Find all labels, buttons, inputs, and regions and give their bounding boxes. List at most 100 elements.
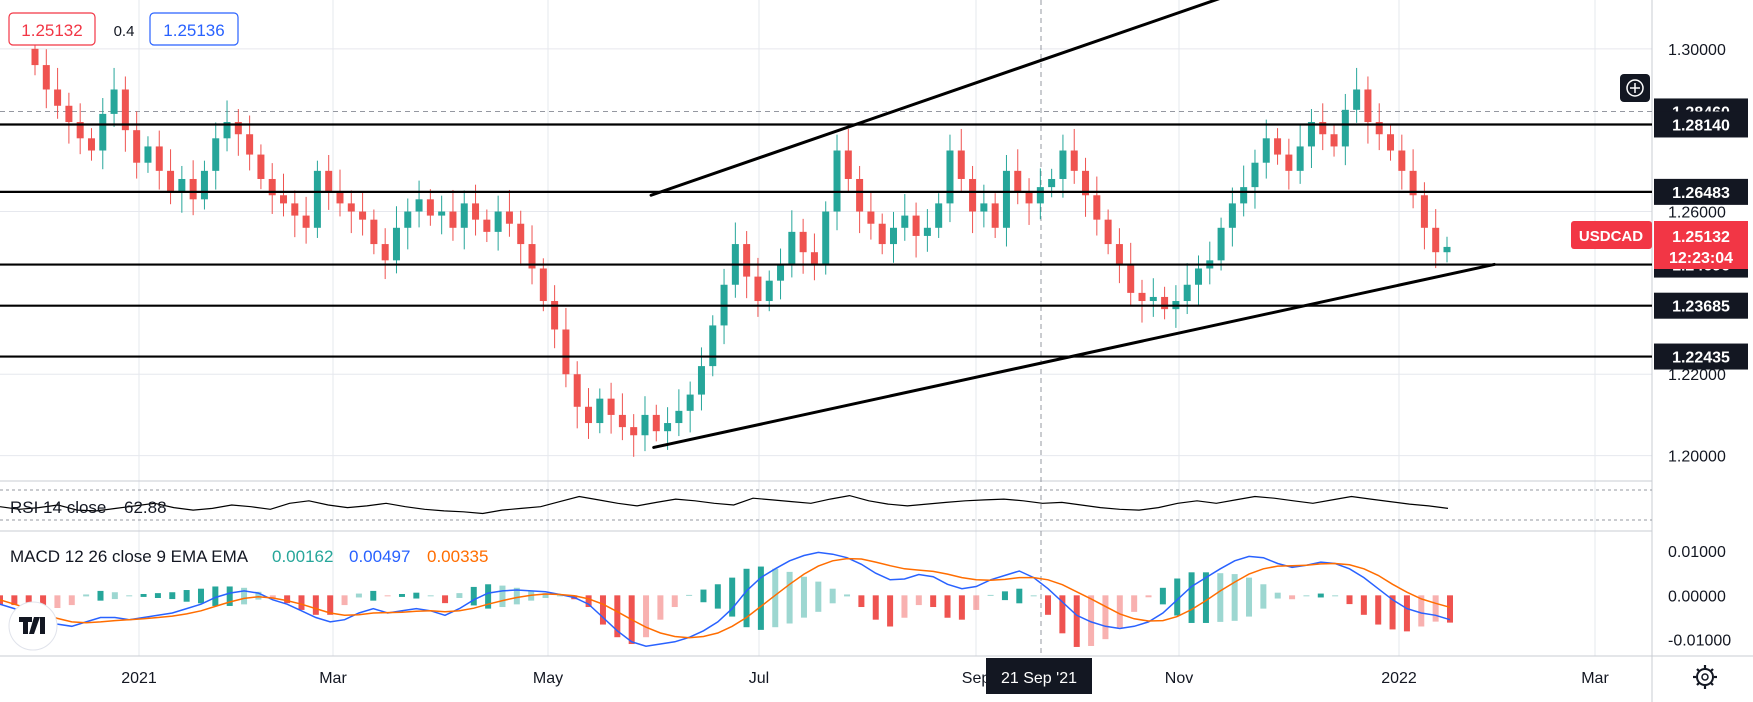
candle-body-109[interactable] (1262, 138, 1270, 163)
candle-body-125[interactable] (1443, 246, 1451, 253)
candle-body-75[interactable] (878, 223, 886, 245)
candle-body-18[interactable] (234, 122, 242, 135)
candle-body-15[interactable] (200, 170, 208, 200)
trendline-upper-channel[interactable] (649, 0, 1227, 197)
candle-body-102[interactable] (1183, 284, 1191, 302)
candle-body-57[interactable] (675, 410, 683, 424)
candle-body-108[interactable] (1251, 162, 1259, 188)
candle-body-82[interactable] (957, 150, 965, 179)
candle-body-89[interactable] (1036, 187, 1044, 204)
candle-body-21[interactable] (268, 178, 276, 196)
macd-axis[interactable]: 0.01000 0.00000 -0.01000 (1668, 544, 1731, 650)
candle-body-9[interactable] (133, 130, 141, 163)
candle-body-120[interactable] (1387, 134, 1395, 151)
candle-body-51[interactable] (607, 398, 615, 415)
candle-body-31[interactable] (381, 244, 389, 261)
candle-body-86[interactable] (1002, 170, 1010, 228)
candle-body-118[interactable] (1364, 89, 1372, 123)
candle-body-12[interactable] (167, 170, 175, 192)
candle-body-72[interactable] (844, 150, 852, 179)
candle-body-3[interactable] (65, 105, 73, 123)
candle-body-39[interactable] (472, 203, 480, 220)
candle-body-123[interactable] (1420, 195, 1428, 228)
candle-body-44[interactable] (528, 244, 536, 269)
candle-body-34[interactable] (415, 199, 423, 212)
candle-body-36[interactable] (438, 211, 446, 216)
candle-body-100[interactable] (1161, 296, 1169, 310)
candle-body-122[interactable] (1409, 170, 1417, 196)
candle-body-16[interactable] (212, 138, 220, 171)
candle-body-48[interactable] (573, 374, 581, 407)
candle-body-56[interactable] (664, 423, 672, 432)
candle-body-83[interactable] (969, 178, 977, 212)
candle-body-14[interactable] (189, 178, 197, 200)
candle-body-71[interactable] (833, 150, 841, 212)
candle-body-42[interactable] (505, 211, 513, 224)
candle-body-41[interactable] (494, 211, 502, 232)
candle-body-55[interactable] (652, 414, 660, 432)
candle-body-54[interactable] (641, 414, 649, 436)
candle-body-26[interactable] (325, 170, 333, 192)
candle-body-81[interactable] (946, 150, 954, 204)
candle-body-66[interactable] (777, 264, 785, 281)
signal-line[interactable] (0, 557, 1451, 639)
candle-body-76[interactable] (889, 227, 897, 245)
candle-body-119[interactable] (1375, 122, 1383, 135)
candle-body-2[interactable] (54, 89, 62, 106)
candle-body-17[interactable] (223, 122, 231, 139)
candle-body-70[interactable] (822, 211, 830, 265)
candle-body-95[interactable] (1104, 219, 1112, 245)
candle-body-58[interactable] (686, 394, 694, 411)
crosshair-add-button[interactable] (1620, 74, 1650, 102)
candle-body-24[interactable] (302, 215, 310, 228)
candle-body-121[interactable] (1398, 150, 1406, 171)
candle-body-27[interactable] (336, 191, 344, 204)
candle-body-105[interactable] (1217, 227, 1225, 261)
candle-body-43[interactable] (517, 223, 525, 245)
candle-body-73[interactable] (856, 178, 864, 212)
candle-body-63[interactable] (743, 244, 751, 277)
candle-body-65[interactable] (765, 280, 773, 302)
candle-body-91[interactable] (1059, 150, 1067, 179)
candle-body-45[interactable] (539, 268, 547, 302)
rsi-legend[interactable]: RSI 14 close 62.88 (10, 498, 167, 517)
candle-body-94[interactable] (1093, 195, 1101, 220)
candle-body-32[interactable] (392, 227, 400, 261)
candle-body-124[interactable] (1432, 227, 1440, 253)
candle-body-22[interactable] (280, 195, 288, 204)
candle-body-85[interactable] (991, 203, 999, 228)
candle-body-67[interactable] (788, 231, 796, 265)
candle-body-84[interactable] (980, 203, 988, 212)
candle-body-37[interactable] (449, 211, 457, 228)
candle-body-52[interactable] (618, 414, 626, 428)
candle-body-117[interactable] (1353, 89, 1361, 110)
trendlines[interactable] (649, 0, 1496, 449)
candle-body-19[interactable] (246, 134, 254, 155)
candle-body-113[interactable] (1307, 122, 1315, 147)
candle-body-88[interactable] (1025, 191, 1033, 204)
candle-body-97[interactable] (1127, 264, 1135, 293)
candle-body-40[interactable] (483, 219, 491, 232)
candle-body-87[interactable] (1014, 170, 1022, 192)
candle-body-107[interactable] (1240, 187, 1248, 204)
support-resistance-levels[interactable] (0, 123, 1652, 358)
candle-body-50[interactable] (596, 398, 604, 424)
candle-body-38[interactable] (460, 203, 468, 228)
candle-body-92[interactable] (1070, 150, 1078, 171)
candle-body-69[interactable] (810, 252, 818, 265)
candle-body-25[interactable] (313, 170, 321, 228)
candle-body-5[interactable] (87, 138, 95, 151)
ask-box[interactable] (149, 12, 239, 46)
price-axis[interactable]: 1.30000 1.26000 1.22000 1.20000 (1668, 42, 1726, 466)
candle-body-47[interactable] (562, 329, 570, 375)
candle-body-53[interactable] (630, 427, 638, 436)
candle-body-106[interactable] (1228, 203, 1236, 228)
candle-body-79[interactable] (923, 227, 931, 236)
candle-body-68[interactable] (799, 231, 807, 253)
candle-body-6[interactable] (99, 113, 107, 151)
candle-body-77[interactable] (901, 215, 909, 228)
candle-body-7[interactable] (110, 89, 118, 114)
candle-body-115[interactable] (1330, 134, 1338, 147)
candle-body-13[interactable] (178, 178, 186, 192)
